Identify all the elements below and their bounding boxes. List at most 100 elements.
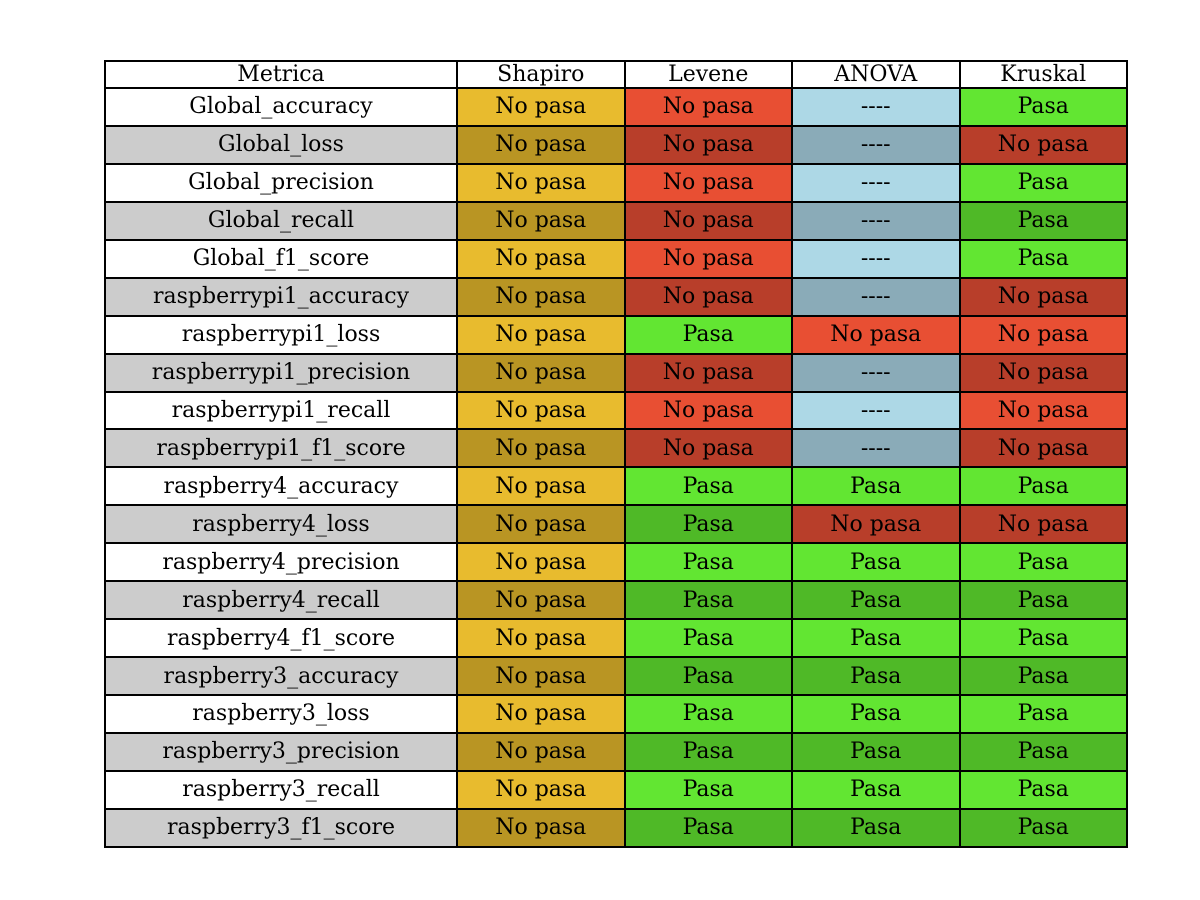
anova-cell: Pasa	[791, 580, 961, 621]
anova-cell: Pasa	[791, 656, 961, 696]
metric-cell: raspberrypi1_f1_score	[104, 428, 458, 469]
anova-cell: No pasa	[791, 504, 961, 545]
kruskal-cell: No pasa	[958, 124, 1128, 165]
kruskal-cell: Pasa	[958, 656, 1128, 696]
header-levene: Levene	[623, 60, 793, 89]
shapiro-cell: No pasa	[456, 807, 626, 849]
shapiro-cell: No pasa	[456, 428, 626, 469]
results-table-container: Metrica Shapiro Levene ANOVA Kruskal Glo…	[104, 60, 1128, 849]
shapiro-cell: No pasa	[456, 580, 626, 621]
table-row: raspberry4_recall No pasa Pasa Pasa Pasa	[104, 580, 1128, 621]
metric-cell: raspberrypi1_recall	[104, 390, 458, 431]
shapiro-cell: No pasa	[456, 731, 626, 772]
shapiro-cell: No pasa	[456, 542, 626, 583]
metric-cell: raspberrypi1_precision	[104, 352, 458, 393]
shapiro-cell: No pasa	[456, 390, 626, 431]
anova-cell: ----	[791, 352, 961, 393]
kruskal-cell: Pasa	[958, 618, 1128, 659]
table-body: Global_accuracy No pasa No pasa ---- Pasa Glo…	[104, 87, 1128, 849]
anova-cell: ----	[791, 238, 961, 279]
metric-cell: Global_precision	[104, 162, 458, 203]
metric-cell: raspberry4_accuracy	[104, 466, 458, 507]
levene-cell: No pasa	[623, 238, 793, 279]
shapiro-cell: No pasa	[456, 87, 626, 127]
metric-cell: Global_f1_score	[104, 238, 458, 279]
table-header-row: Metrica Shapiro Levene ANOVA Kruskal	[104, 60, 1128, 89]
levene-cell: Pasa	[623, 731, 793, 772]
anova-cell: Pasa	[791, 542, 961, 583]
kruskal-cell: No pasa	[958, 504, 1128, 545]
metric-cell: raspberry4_f1_score	[104, 618, 458, 659]
metric-cell: raspberry3_loss	[104, 694, 458, 734]
metric-cell: raspberrypi1_loss	[104, 314, 458, 355]
table-row: raspberry4_f1_score No pasa Pasa Pasa Pasa	[104, 618, 1128, 659]
kruskal-cell: Pasa	[958, 542, 1128, 583]
anova-cell: Pasa	[791, 618, 961, 659]
kruskal-cell: Pasa	[958, 162, 1128, 203]
anova-cell: Pasa	[791, 466, 961, 507]
kruskal-cell: Pasa	[958, 87, 1128, 127]
anova-cell: Pasa	[791, 769, 961, 810]
shapiro-cell: No pasa	[456, 504, 626, 545]
anova-cell: ----	[791, 428, 961, 469]
table-row: raspberry4_loss No pasa Pasa No pasa No pasa	[104, 504, 1128, 545]
table-row: raspberrypi1_loss No pasa Pasa No pasa No pa…	[104, 314, 1128, 355]
table-row: Global_recall No pasa No pasa ---- Pasa	[104, 200, 1128, 241]
metric-cell: raspberry4_recall	[104, 580, 458, 621]
shapiro-cell: No pasa	[456, 162, 626, 203]
header-anova: ANOVA	[791, 60, 961, 89]
kruskal-cell: Pasa	[958, 731, 1128, 772]
table-row: raspberry4_accuracy No pasa Pasa Pasa Pasa	[104, 466, 1128, 507]
anova-cell: Pasa	[791, 731, 961, 772]
levene-cell: No pasa	[623, 428, 793, 469]
levene-cell: No pasa	[623, 352, 793, 393]
levene-cell: Pasa	[623, 466, 793, 507]
table-row: raspberrypi1_precision No pasa No pasa ----…	[104, 352, 1128, 393]
metric-cell: raspberry3_accuracy	[104, 656, 458, 696]
levene-cell: Pasa	[623, 542, 793, 583]
kruskal-cell: No pasa	[958, 314, 1128, 355]
anova-cell: ----	[791, 200, 961, 241]
kruskal-cell: No pasa	[958, 428, 1128, 469]
anova-cell: ----	[791, 162, 961, 203]
levene-cell: Pasa	[623, 769, 793, 810]
kruskal-cell: No pasa	[958, 352, 1128, 393]
levene-cell: No pasa	[623, 124, 793, 165]
levene-cell: No pasa	[623, 87, 793, 127]
table-row: raspberry4_precision No pasa Pasa Pasa Pasa	[104, 542, 1128, 583]
shapiro-cell: No pasa	[456, 238, 626, 279]
shapiro-cell: No pasa	[456, 466, 626, 507]
levene-cell: No pasa	[623, 200, 793, 241]
metric-cell: raspberry3_precision	[104, 731, 458, 772]
table-row: raspberry3_precision No pasa Pasa Pasa Pasa	[104, 731, 1128, 772]
shapiro-cell: No pasa	[456, 314, 626, 355]
table-row: Global_precision No pasa No pasa ---- Pasa	[104, 162, 1128, 203]
anova-cell: ----	[791, 124, 961, 165]
anova-cell: Pasa	[791, 694, 961, 734]
metric-cell: raspberrypi1_accuracy	[104, 276, 458, 317]
table-row: Global_loss No pasa No pasa ---- No pasa	[104, 124, 1128, 165]
shapiro-cell: No pasa	[456, 124, 626, 165]
levene-cell: Pasa	[623, 580, 793, 621]
shapiro-cell: No pasa	[456, 200, 626, 241]
metric-cell: raspberry4_loss	[104, 504, 458, 545]
kruskal-cell: Pasa	[958, 807, 1128, 849]
table-row: raspberry3_f1_score No pasa Pasa Pasa Pasa	[104, 807, 1128, 849]
levene-cell: Pasa	[623, 694, 793, 734]
shapiro-cell: No pasa	[456, 352, 626, 393]
kruskal-cell: No pasa	[958, 276, 1128, 317]
table-row: raspberry3_accuracy No pasa Pasa Pasa Pasa	[104, 656, 1128, 696]
shapiro-cell: No pasa	[456, 694, 626, 734]
kruskal-cell: Pasa	[958, 200, 1128, 241]
kruskal-cell: Pasa	[958, 769, 1128, 810]
header-metrica: Metrica	[104, 60, 458, 89]
levene-cell: Pasa	[623, 656, 793, 696]
shapiro-cell: No pasa	[456, 618, 626, 659]
shapiro-cell: No pasa	[456, 769, 626, 810]
levene-cell: Pasa	[623, 504, 793, 545]
table-row: raspberry3_loss No pasa Pasa Pasa Pasa	[104, 694, 1128, 734]
table-row: Global_f1_score No pasa No pasa ---- Pasa	[104, 238, 1128, 279]
metric-cell: Global_accuracy	[104, 87, 458, 127]
anova-cell: No pasa	[791, 314, 961, 355]
levene-cell: No pasa	[623, 276, 793, 317]
